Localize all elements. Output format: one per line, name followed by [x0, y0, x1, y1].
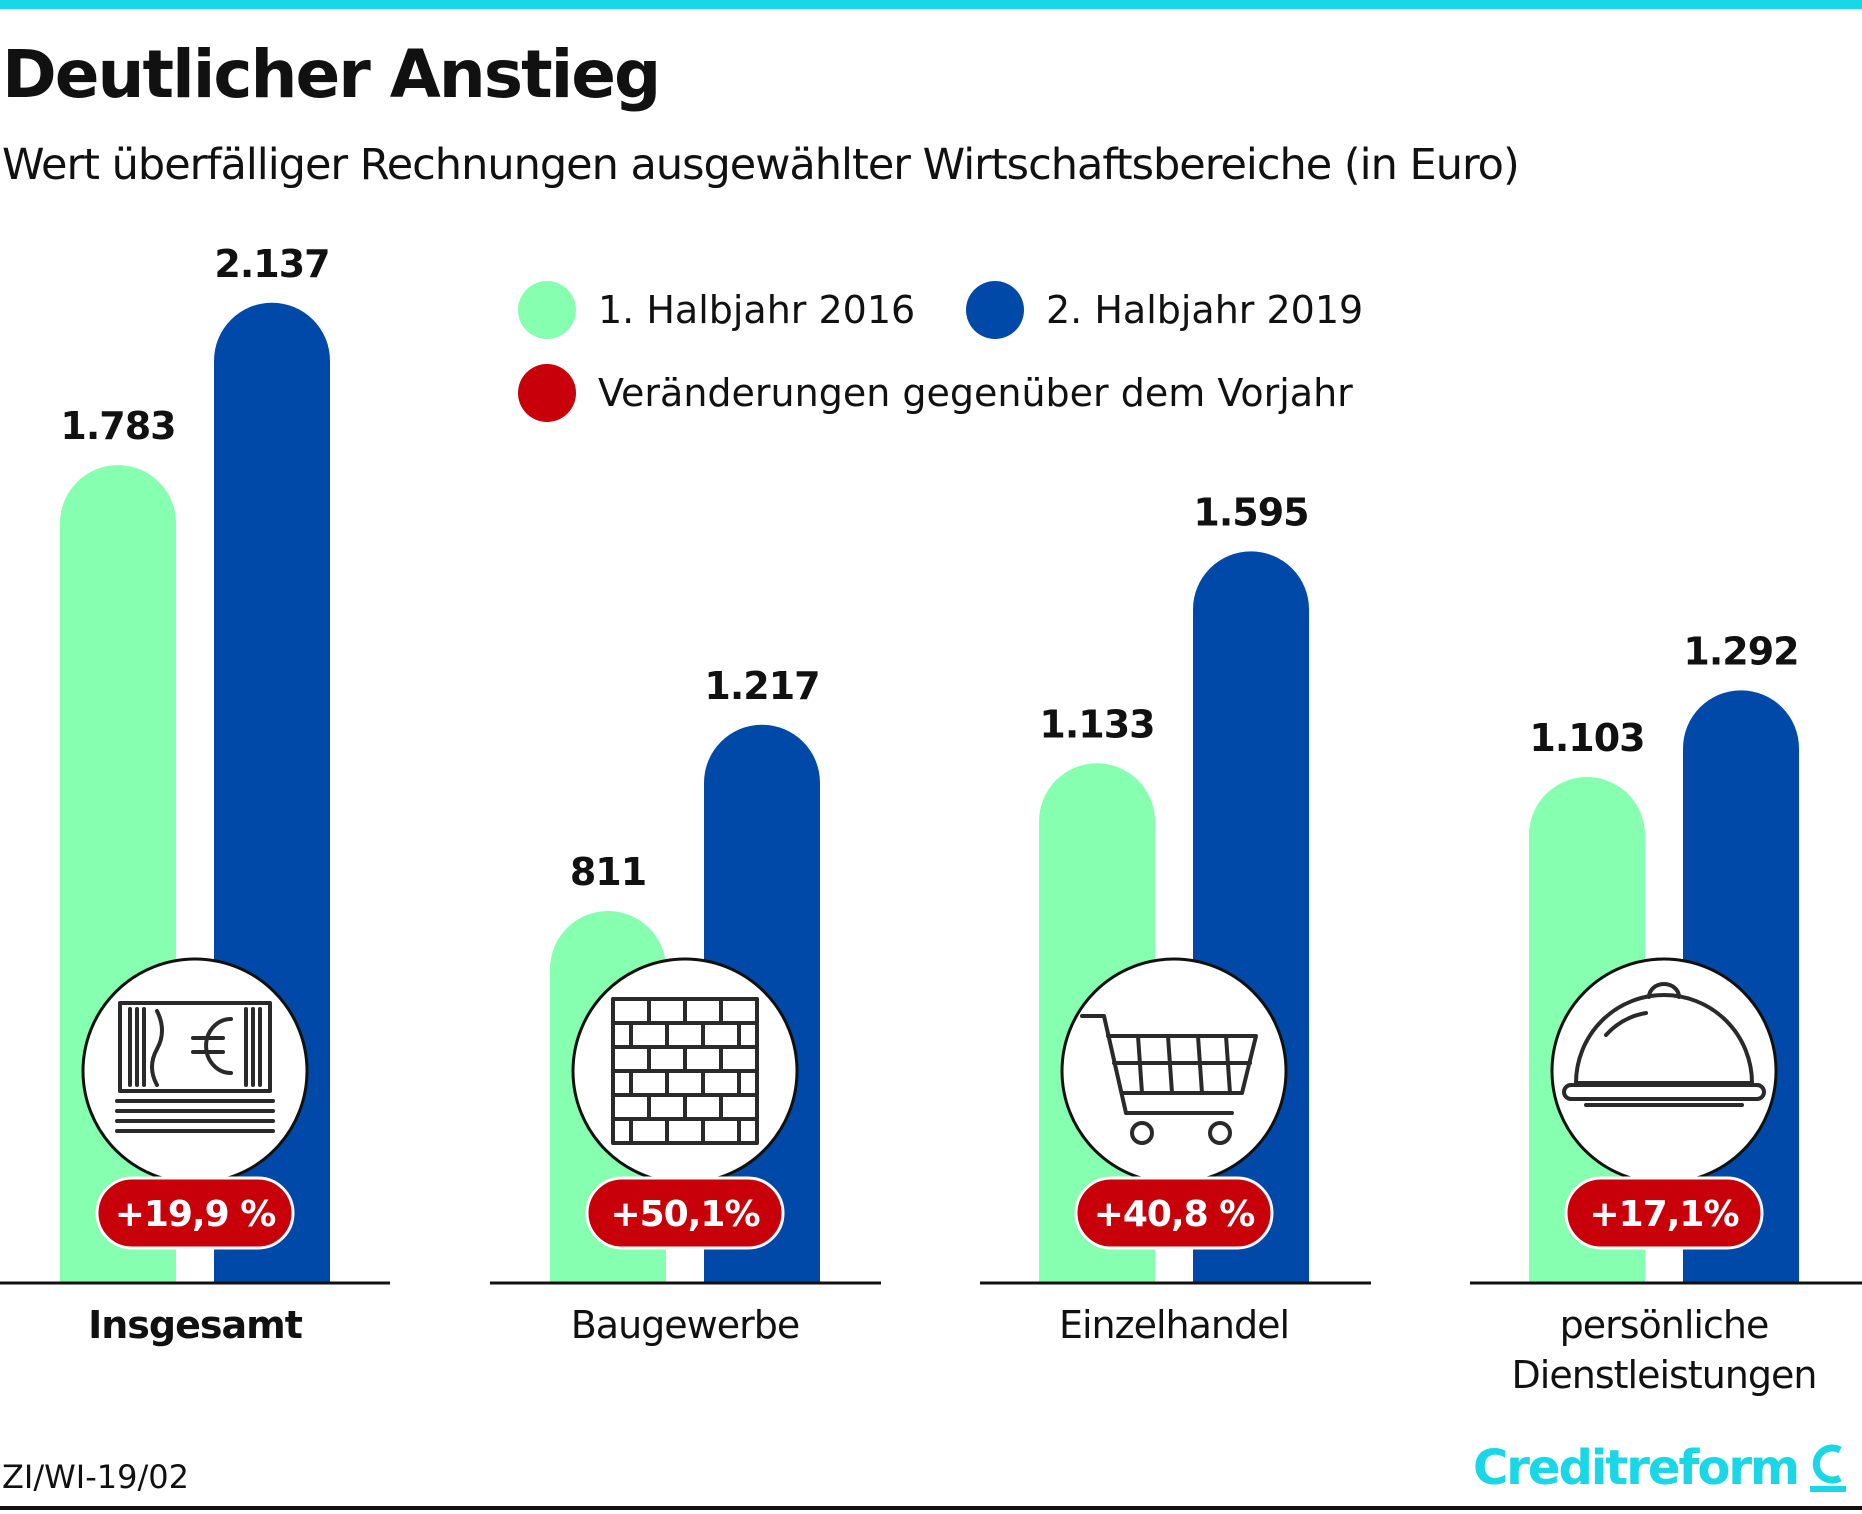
change-label-2: +40,8 % [1094, 1194, 1255, 1235]
legend-item-series2: 2. Halbjahr 2019 [966, 281, 1363, 339]
legend-label-change: Veränderungen gegenüber dem Vorjahr [598, 371, 1353, 415]
euro-banknotes-icon [115, 1001, 275, 1133]
category-label-2: Einzelhandel [1059, 1303, 1289, 1347]
legend-label-series2: 2. Halbjahr 2019 [1046, 288, 1364, 332]
category-label-line-0-0: Insgesamt [88, 1303, 303, 1347]
category-label-3: persönliche Dienstleistungen [1512, 1303, 1817, 1397]
value-label-series2-3: 1.292 [1683, 629, 1798, 673]
food-cloche-icon [1562, 982, 1766, 1107]
icon-circle-2 [1060, 957, 1288, 1185]
brick-wall-icon [611, 997, 759, 1145]
change-badge-1 [585, 1176, 785, 1250]
value-label-series2-1: 1.217 [704, 664, 819, 708]
change-badge-2 [1074, 1176, 1274, 1250]
value-label-series1-0: 1.783 [60, 404, 175, 448]
brand-name: Creditreform [1473, 1440, 1800, 1496]
creditreform-logo: Creditreform [1473, 1440, 1850, 1496]
chart-subtitle: Wert überfälliger Rechnungen ausgewählte… [2, 140, 1520, 190]
icon-circle-3 [1550, 957, 1778, 1185]
value-label-series1-1: 811 [570, 850, 646, 894]
change-label-1: +50,1% [610, 1194, 759, 1235]
change-label-3: +17,1% [1589, 1194, 1738, 1235]
shopping-cart-icon [1080, 1014, 1258, 1145]
legend-item-series1: 1. Halbjahr 2016 [518, 281, 915, 339]
bottom-rule [0, 1506, 1862, 1510]
source-code: ZI/WI-19/02 [2, 1458, 189, 1496]
change-label-0: +19,9 % [115, 1194, 276, 1235]
category-label-line-1-0: Baugewerbe [571, 1303, 800, 1347]
value-label-series2-2: 1.595 [1193, 490, 1308, 534]
category-label-line-2-0: Einzelhandel [1059, 1303, 1289, 1347]
category-label-line-3-1: Dienstleistungen [1512, 1353, 1817, 1397]
category-label-line-3-0: persönliche [1560, 1303, 1769, 1347]
value-label-series1-3: 1.103 [1529, 716, 1644, 760]
change-badge-3 [1564, 1176, 1764, 1250]
category-label-0: Insgesamt [88, 1303, 303, 1347]
legend-swatch-series2 [966, 281, 1024, 339]
legend-swatch-change [518, 364, 576, 422]
value-label-series1-2: 1.133 [1039, 702, 1154, 746]
value-label-series2-0: 2.137 [214, 242, 329, 286]
legend-swatch-series1 [518, 281, 576, 339]
legend-label-series1: 1. Halbjahr 2016 [598, 288, 916, 332]
creditreform-logo-mark-icon [1810, 1444, 1846, 1492]
change-badge-0 [95, 1176, 295, 1250]
legend-item-change: Veränderungen gegenüber dem Vorjahr [518, 364, 1353, 422]
category-label-1: Baugewerbe [571, 1303, 800, 1347]
top-accent-rule [0, 0, 1862, 9]
chart-title: Deutlicher Anstieg [2, 36, 661, 113]
icon-circle-0 [81, 957, 309, 1185]
